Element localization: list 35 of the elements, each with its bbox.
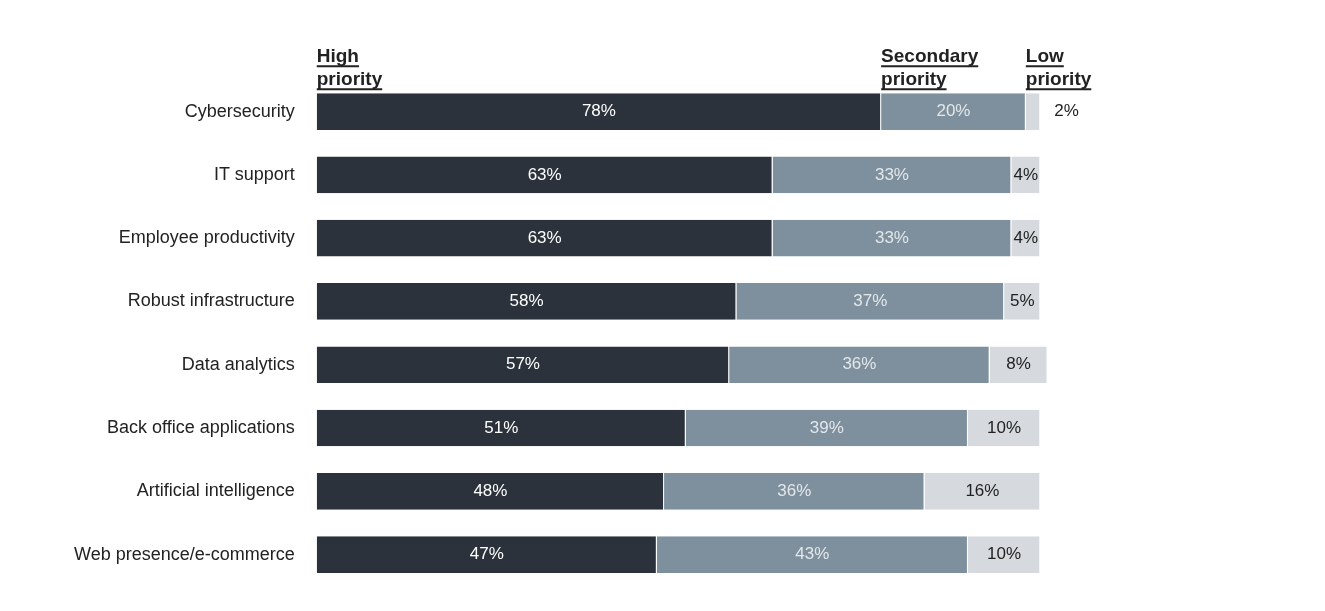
y-tick-label: Back office applications — [106, 416, 295, 437]
y-tick-label: IT support — [214, 163, 295, 184]
data-label: 43% — [795, 544, 830, 564]
data-label: 16% — [965, 480, 1000, 500]
y-tick-label: Cybersecurity — [184, 100, 295, 121]
data-label: 63% — [527, 227, 562, 247]
data-label: 47% — [469, 544, 504, 564]
data-label: 51% — [484, 417, 519, 437]
data-label: 20% — [936, 101, 971, 121]
data-label: 33% — [874, 164, 909, 184]
y-tick-label: Data analytics — [181, 353, 295, 374]
data-label: 39% — [809, 417, 844, 437]
data-label: 57% — [505, 354, 540, 374]
y-tick-label: Web presence/e-commerce — [73, 543, 295, 564]
y-tick-label: Artificial intelligence — [136, 480, 295, 501]
data-label: 10% — [987, 544, 1022, 564]
series-label: Secondary priority — [881, 45, 979, 90]
data-label: 33% — [874, 227, 909, 247]
data-label: 5% — [1009, 291, 1035, 311]
data-label: 10% — [987, 417, 1022, 437]
data-label: 48% — [473, 480, 508, 500]
data-label: 63% — [527, 164, 562, 184]
data-label: 36% — [777, 480, 812, 500]
y-tick-label: Employee productivity — [118, 227, 295, 248]
data-label: 78% — [581, 101, 616, 121]
data-label: 4% — [1013, 227, 1039, 247]
data-label: 37% — [853, 291, 888, 311]
y-tick-label: Robust infrastructure — [127, 290, 295, 311]
data-label: 4% — [1013, 164, 1039, 184]
data-label: 2% — [1054, 101, 1079, 121]
data-label: 8% — [1006, 354, 1031, 374]
series-label: High priority — [316, 45, 383, 90]
data-label: 36% — [842, 354, 877, 374]
series-label: Low priority — [1025, 45, 1092, 90]
data-label: 58% — [509, 291, 544, 311]
